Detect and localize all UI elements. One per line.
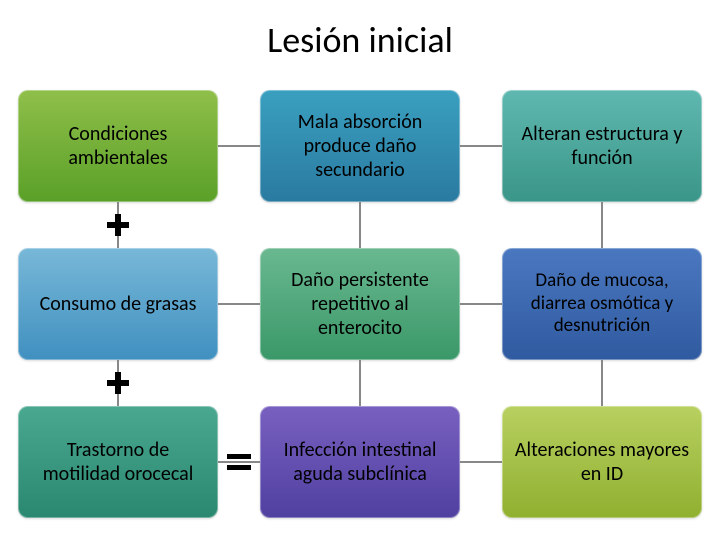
plus-icon [107,372,129,394]
connector [460,145,502,147]
diagram-box-b20: Trastorno de motilidad orocecal [18,406,218,518]
diagram-box-b21: Infección intestinal aguda subclínica [260,406,460,518]
connector [460,303,502,305]
connector [601,202,603,248]
diagram-box-b00: Condiciones ambientales [18,90,218,202]
diagram-box-b11: Daño persistente repetitivo al enterocit… [260,248,460,360]
connector [218,145,260,147]
box-label: Alteran estructura y función [514,122,690,170]
equals-icon [227,454,251,470]
connector [218,303,260,305]
diagram-box-b12: Daño de mucosa, diarrea osmótica y desnu… [502,248,702,360]
box-label: Trastorno de motilidad orocecal [30,438,206,486]
box-label: Alteraciones mayores en ID [514,438,690,486]
page-title: Lesión inicial [0,0,720,72]
connector [460,461,502,463]
box-label: Consumo de grasas [40,292,197,316]
plus-icon [107,214,129,236]
box-label: Mala absorción produce daño secundario [272,110,448,182]
box-label: Daño persistente repetitivo al enterocit… [272,268,448,340]
connector [359,202,361,248]
box-label: Condiciones ambientales [30,122,206,170]
connector [601,360,603,406]
diagram-box-b22: Alteraciones mayores en ID [502,406,702,518]
box-label: Daño de mucosa, diarrea osmótica y desnu… [514,270,690,338]
diagram-grid: Condiciones ambientales Mala absorción pr… [18,90,702,524]
box-label: Infección intestinal aguda subclínica [272,438,448,486]
diagram-box-b01: Mala absorción produce daño secundario [260,90,460,202]
diagram-box-b10: Consumo de grasas [18,248,218,360]
diagram-box-b02: Alteran estructura y función [502,90,702,202]
connector [359,360,361,406]
